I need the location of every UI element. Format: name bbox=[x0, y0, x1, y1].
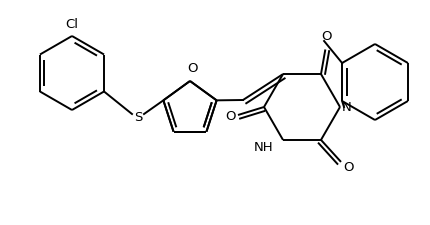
Text: O: O bbox=[225, 110, 235, 123]
Text: O: O bbox=[187, 62, 197, 75]
Text: S: S bbox=[134, 111, 142, 124]
Text: Cl: Cl bbox=[65, 18, 79, 31]
Text: O: O bbox=[343, 161, 353, 174]
Text: O: O bbox=[321, 30, 332, 43]
Text: NH: NH bbox=[253, 141, 273, 154]
Text: N: N bbox=[342, 101, 352, 114]
